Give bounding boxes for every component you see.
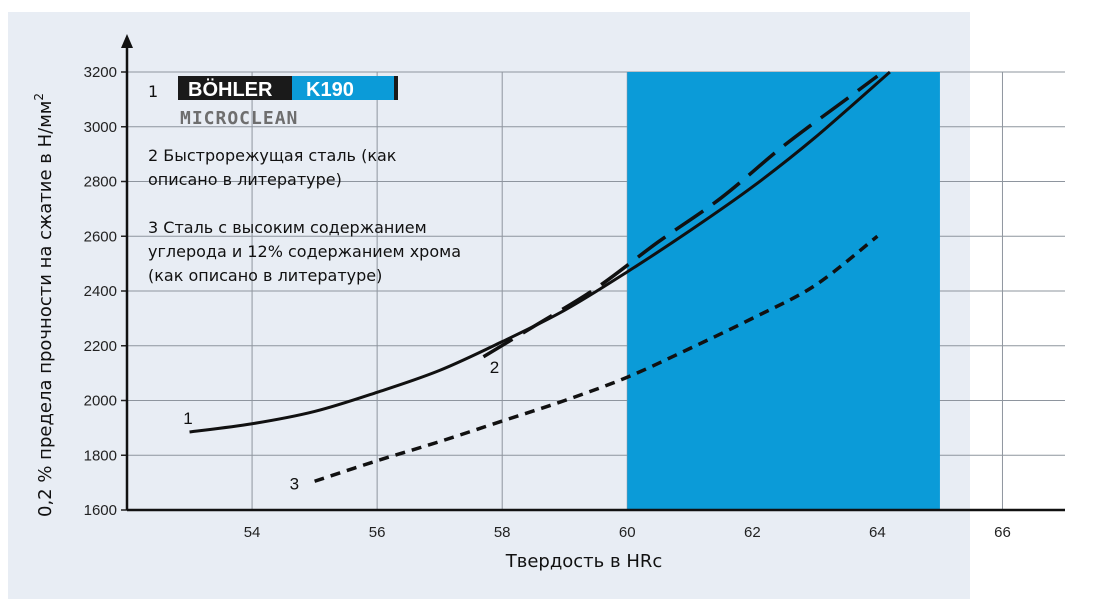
x-axis-label: Твердость в HRc — [505, 551, 663, 572]
curve-labels: 1 2 3 — [183, 358, 499, 493]
y-tick-label: 3000 — [84, 119, 117, 136]
y-tick-label: 2200 — [84, 338, 117, 355]
x-tick-label: 56 — [369, 524, 386, 541]
x-tick-label: 58 — [494, 524, 511, 541]
axes — [121, 34, 1065, 512]
y-tick-label: 2400 — [84, 283, 117, 300]
y-axis-label: 0,2 % предела прочности на сжатие в Н/мм… — [32, 93, 56, 517]
highlight-region — [627, 72, 940, 510]
logo-brand: BÖHLER — [188, 78, 273, 101]
y-axis-arrow — [121, 34, 133, 48]
x-tick-label: 54 — [244, 524, 261, 541]
curve-label-1: 1 — [183, 409, 192, 428]
bohler-logo: BÖHLER K190 MICROCLEAN — [178, 76, 398, 129]
y-tick-label: 1600 — [84, 502, 117, 519]
x-tick-label: 64 — [869, 524, 886, 541]
legend: 1 BÖHLER K190 MICROCLEAN 2 Быстрорежущая… — [148, 76, 461, 285]
y-axis-label-group: 0,2 % предела прочности на сжатие в Н/мм… — [32, 93, 56, 517]
series-3-line — [314, 234, 879, 483]
logo-sub: MICROCLEAN — [180, 108, 298, 129]
y-axis-label-main: 0,2 % предела прочности на сжатие в Н/мм — [35, 101, 56, 517]
y-tick-label: 2600 — [84, 228, 117, 245]
x-tick-label: 62 — [744, 524, 761, 541]
curve-label-3: 3 — [290, 474, 299, 493]
series-2-line — [482, 74, 879, 359]
grid — [127, 71, 1065, 510]
y-tick-label: 1800 — [84, 447, 117, 464]
logo-grade: K190 — [306, 79, 354, 101]
x-tick-label: 66 — [994, 524, 1011, 541]
tick-labels: 1600 1800 2000 2200 2400 2600 2800 3000 3200 54 56… — [84, 64, 1011, 541]
legend-item3-line3: (как описано в литературе) — [148, 266, 382, 285]
curves — [189, 70, 891, 483]
legend-item2-line1: 2 Быстрорежущая сталь (как — [148, 146, 397, 165]
y-tick-label: 3200 — [84, 64, 117, 81]
legend-item3-line2: углерода и 12% содержанием хрома — [148, 242, 461, 261]
curve-label-2: 2 — [490, 358, 499, 377]
legend-item3-line1: 3 Сталь с высоким содержанием — [148, 218, 427, 237]
y-tick-label: 2000 — [84, 393, 117, 410]
legend-item1-number: 1 — [148, 82, 158, 101]
x-tick-label: 60 — [619, 524, 636, 541]
y-tick-label: 2800 — [84, 174, 117, 191]
legend-item2-line2: описано в литературе) — [148, 170, 342, 189]
y-axis-label-sup: 2 — [32, 93, 46, 101]
